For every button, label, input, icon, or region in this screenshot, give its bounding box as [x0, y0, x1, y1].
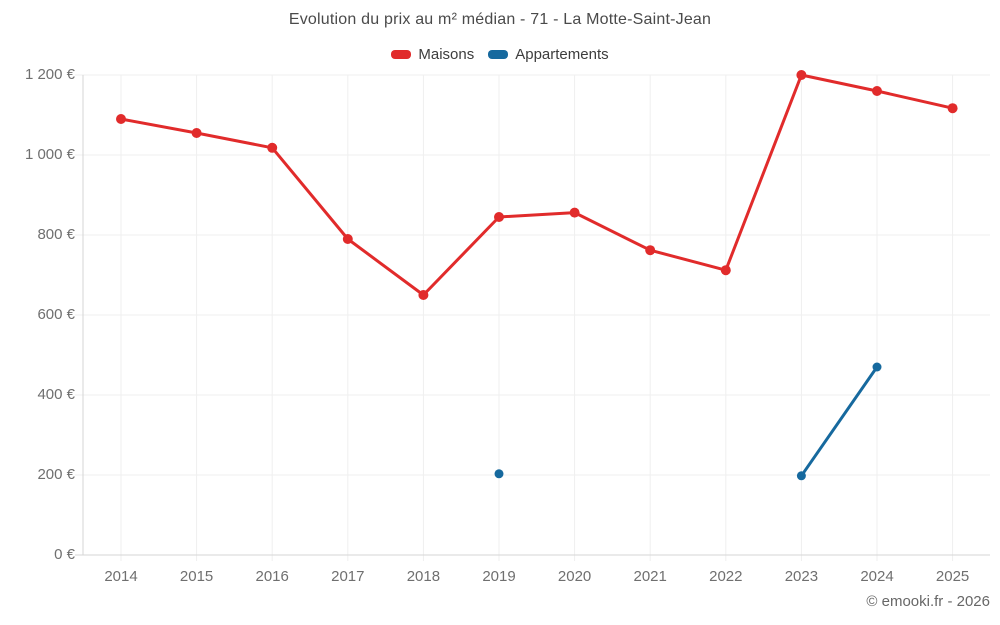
- data-point-maisons-2020[interactable]: [569, 207, 580, 218]
- data-point-maisons-2021[interactable]: [645, 245, 656, 256]
- data-point-maisons-2015[interactable]: [191, 128, 202, 138]
- chart-legend: Maisons Appartements: [0, 46, 1000, 63]
- data-point-maisons-2016[interactable]: [267, 142, 278, 153]
- legend-label: Appartements: [515, 46, 609, 63]
- data-point-maisons-2024[interactable]: [872, 86, 882, 96]
- x-tick-label-2020: 2020: [557, 568, 592, 585]
- y-tick-label: 1 200 €: [24, 66, 75, 83]
- y-tick-label: 1 000 €: [24, 146, 75, 163]
- data-point-maisons-2025[interactable]: [947, 103, 958, 114]
- legend-label: Maisons: [418, 46, 475, 63]
- data-point-appartements-2019[interactable]: [494, 469, 504, 479]
- x-tick-label-2023: 2023: [784, 568, 819, 585]
- x-tick-label-2016: 2016: [255, 568, 289, 585]
- y-tick-label: 800 €: [37, 226, 75, 243]
- data-point-maisons-2018[interactable]: [418, 290, 429, 300]
- x-tick-label-2018: 2018: [406, 568, 441, 585]
- y-tick-label: 0 €: [54, 546, 75, 563]
- x-tick-label-2015: 2015: [179, 568, 214, 585]
- y-tick-label: 400 €: [37, 386, 75, 403]
- x-tick-label-2019: 2019: [482, 568, 516, 585]
- copyright-text: © emooki.fr - 2026: [866, 593, 990, 610]
- data-point-maisons-2019[interactable]: [494, 212, 504, 222]
- data-point-maisons-2017[interactable]: [342, 234, 353, 244]
- data-point-maisons-2022[interactable]: [720, 265, 731, 276]
- data-point-appartements-2024[interactable]: [872, 362, 882, 372]
- legend-item-appartements[interactable]: Appartements: [488, 46, 609, 63]
- x-tick-label-2017: 2017: [331, 568, 365, 585]
- legend-swatch-maisons: [391, 50, 412, 59]
- x-tick-label-2024: 2024: [860, 568, 894, 585]
- x-tick-label-2022: 2022: [709, 568, 743, 585]
- series-line-appartements: [799, 365, 879, 478]
- data-point-appartements-2023[interactable]: [796, 471, 806, 481]
- y-tick-label: 600 €: [37, 306, 75, 323]
- chart-title: Evolution du prix au m² médian - 71 - La…: [288, 11, 712, 28]
- data-point-maisons-2023[interactable]: [796, 70, 807, 80]
- series-line-maisons: [119, 73, 955, 297]
- legend-swatch-appartements: [488, 50, 509, 59]
- x-tick-label-2014: 2014: [104, 568, 138, 585]
- data-point-maisons-2014[interactable]: [116, 114, 126, 124]
- legend-item-maisons[interactable]: Maisons: [391, 46, 474, 63]
- x-tick-label-2025: 2025: [935, 568, 970, 585]
- y-tick-label: 200 €: [37, 466, 75, 483]
- x-tick-label-2021: 2021: [633, 568, 667, 585]
